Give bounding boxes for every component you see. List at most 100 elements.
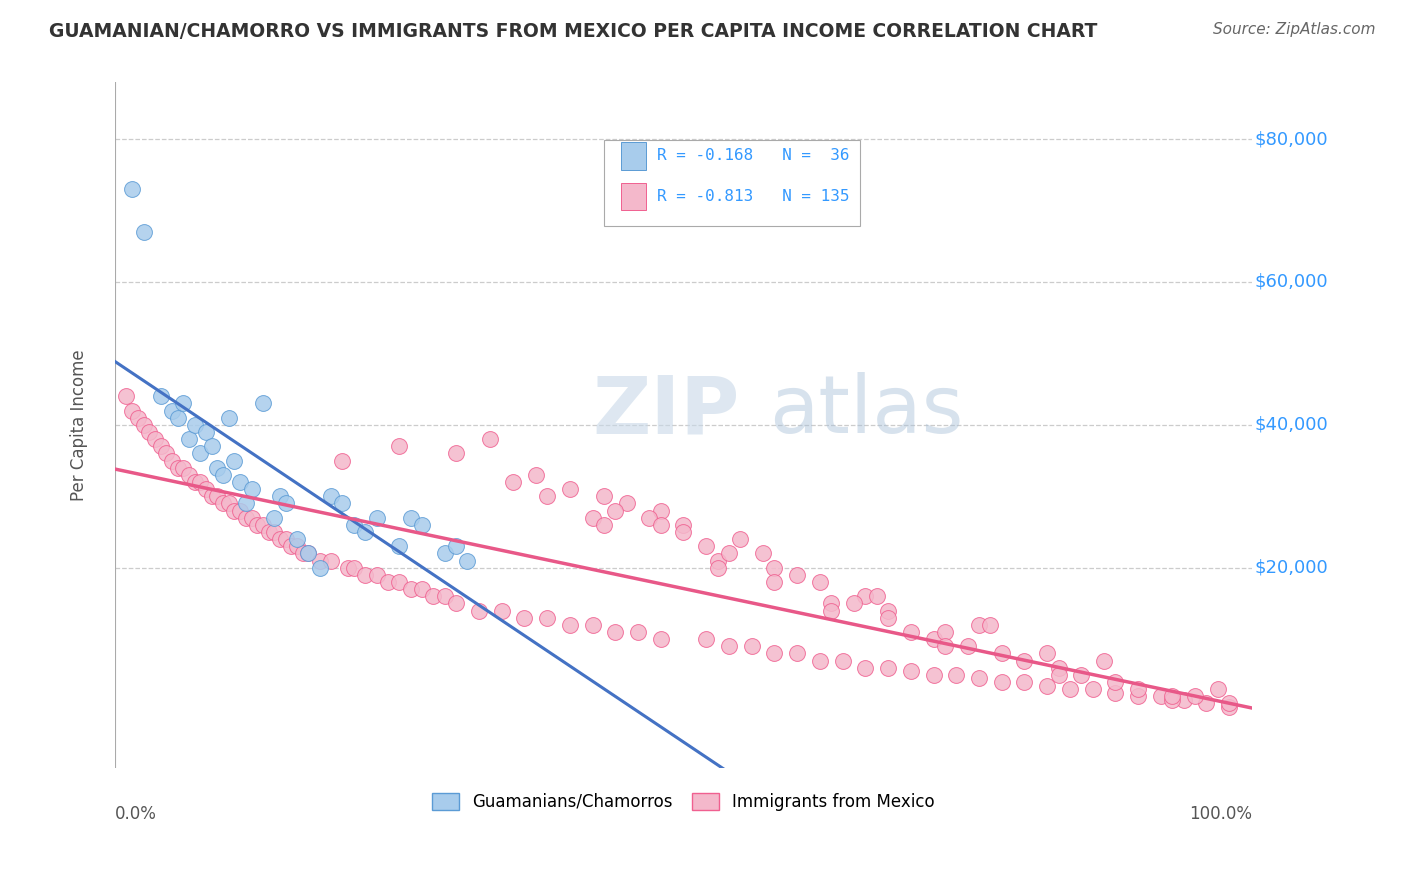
Point [513, 610, 536, 624]
Point [786, 647, 808, 661]
Point [593, 489, 616, 503]
Point [297, 546, 319, 560]
Point [1036, 647, 1059, 661]
Point [853, 661, 876, 675]
Point [177, 432, 200, 446]
Point [166, 460, 188, 475]
Point [172, 460, 194, 475]
Point [246, 517, 269, 532]
Point [354, 567, 377, 582]
Point [366, 510, 388, 524]
Text: $40,000: $40,000 [1254, 416, 1327, 434]
Point [808, 574, 831, 589]
Point [190, 446, 212, 460]
Point [269, 489, 291, 503]
Point [605, 503, 627, 517]
Point [967, 672, 990, 686]
Point [730, 532, 752, 546]
Point [650, 503, 672, 517]
Point [343, 560, 366, 574]
Point [132, 417, 155, 432]
Text: R = -0.168   N =  36: R = -0.168 N = 36 [658, 148, 849, 163]
Text: R = -0.813   N = 135: R = -0.813 N = 135 [658, 189, 849, 204]
Point [1014, 654, 1036, 668]
Point [149, 389, 172, 403]
Point [269, 532, 291, 546]
Point [491, 603, 513, 617]
Point [411, 582, 433, 596]
Point [672, 517, 695, 532]
Point [638, 510, 661, 524]
Point [308, 560, 330, 574]
Point [143, 432, 166, 446]
Point [274, 496, 297, 510]
Point [433, 589, 456, 603]
Point [717, 546, 740, 560]
Point [763, 647, 786, 661]
Point [627, 624, 650, 639]
Point [399, 510, 422, 524]
Text: Per Capita Income: Per Capita Income [70, 349, 87, 500]
Point [650, 517, 672, 532]
Point [922, 632, 945, 646]
Point [240, 482, 263, 496]
Point [177, 467, 200, 482]
Point [558, 617, 581, 632]
Text: ZIP: ZIP [592, 372, 740, 450]
Point [808, 654, 831, 668]
Point [160, 453, 183, 467]
Point [274, 532, 297, 546]
Point [979, 617, 1001, 632]
Point [1126, 690, 1149, 704]
Point [581, 617, 603, 632]
Point [297, 546, 319, 560]
Point [444, 446, 467, 460]
Text: 0.0%: 0.0% [115, 805, 157, 823]
FancyBboxPatch shape [621, 183, 645, 211]
Point [212, 467, 235, 482]
Text: GUAMANIAN/CHAMORRO VS IMMIGRANTS FROM MEXICO PER CAPITA INCOME CORRELATION CHART: GUAMANIAN/CHAMORRO VS IMMIGRANTS FROM ME… [49, 22, 1098, 41]
Point [706, 553, 728, 567]
Point [616, 496, 638, 510]
Point [1104, 686, 1126, 700]
Point [934, 624, 956, 639]
Point [263, 524, 285, 539]
Point [468, 603, 491, 617]
Point [127, 410, 149, 425]
Point [257, 524, 280, 539]
Point [1218, 697, 1240, 711]
Point [411, 517, 433, 532]
Point [786, 567, 808, 582]
Point [842, 596, 865, 610]
Point [1150, 690, 1173, 704]
Point [399, 582, 422, 596]
FancyBboxPatch shape [621, 142, 645, 169]
Point [291, 546, 314, 560]
Point [115, 389, 138, 403]
Point [160, 403, 183, 417]
Point [240, 510, 263, 524]
Point [1161, 690, 1184, 704]
Point [922, 668, 945, 682]
Point [218, 410, 240, 425]
Point [218, 496, 240, 510]
Point [377, 574, 399, 589]
Point [444, 539, 467, 553]
Point [235, 510, 257, 524]
Point [201, 489, 224, 503]
Point [319, 553, 342, 567]
Point [956, 640, 979, 654]
Point [1092, 654, 1115, 668]
Text: Source: ZipAtlas.com: Source: ZipAtlas.com [1212, 22, 1375, 37]
Point [877, 610, 900, 624]
Point [319, 489, 342, 503]
Text: 100.0%: 100.0% [1189, 805, 1251, 823]
Point [354, 524, 377, 539]
Point [224, 503, 246, 517]
Point [263, 510, 285, 524]
Point [706, 560, 728, 574]
Point [1036, 679, 1059, 693]
Point [479, 432, 502, 446]
Point [235, 496, 257, 510]
Point [207, 460, 229, 475]
